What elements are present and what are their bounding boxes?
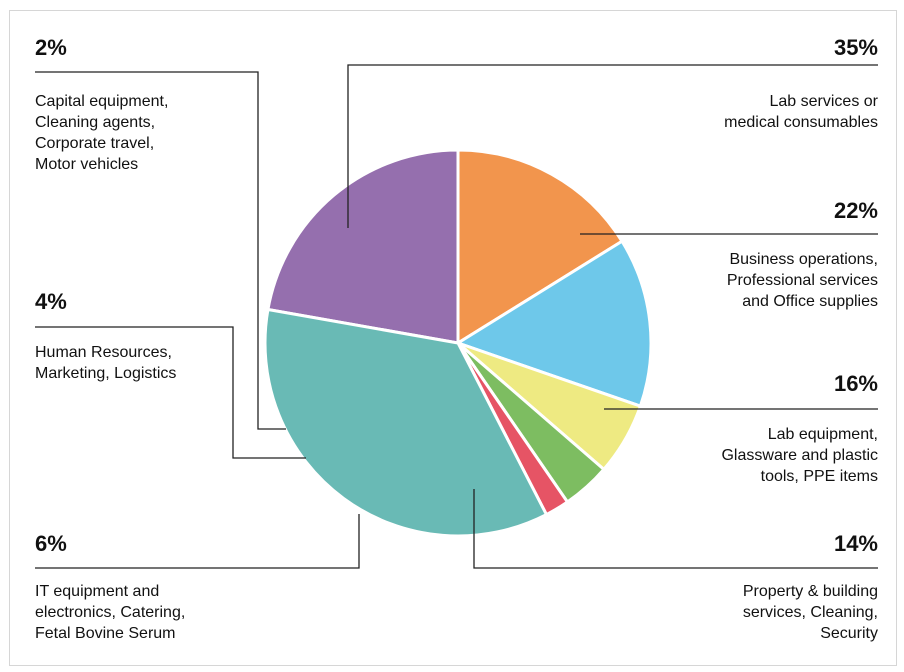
category-label-capital-line1: Capital equipment, <box>35 93 168 110</box>
pie-slice-property <box>456 239 653 408</box>
label-group-it: 6% IT equipment and electronics, Caterin… <box>35 531 185 642</box>
pie-slice-lab <box>263 307 548 538</box>
label-group-biz: 22% Business operations, Professional se… <box>727 198 878 310</box>
percent-label-lab: 35% <box>834 35 878 60</box>
category-label-it-line1: IT equipment and <box>35 583 159 600</box>
label-group-capital: 2% Capital equipment, Cleaning agents, C… <box>35 35 168 173</box>
label-group-equip: 16% Lab equipment, Glassware and plastic… <box>721 371 878 485</box>
category-label-capital-line2: Cleaning agents, <box>35 114 155 131</box>
category-label-property-line2: services, Cleaning, <box>743 604 878 621</box>
leader-line-lab <box>347 64 878 228</box>
category-label-equip-line3: tools, PPE items <box>761 468 878 485</box>
pie-slice-biz <box>266 148 460 345</box>
percent-label-hr: 4% <box>35 289 67 314</box>
label-group-lab: 35% Lab services or medical consumables <box>724 35 879 131</box>
category-label-lab-line2: medical consumables <box>724 114 878 131</box>
category-label-capital-line3: Corporate travel, <box>35 135 154 152</box>
category-label-property-line3: Security <box>820 625 878 642</box>
category-label-hr-line2: Marketing, Logistics <box>35 365 176 382</box>
category-label-equip-line1: Lab equipment, <box>768 426 878 443</box>
category-label-it-line3: Fetal Bovine Serum <box>35 625 176 642</box>
category-label-capital-line4: Motor vehicles <box>35 156 138 173</box>
percent-label-biz: 22% <box>834 198 878 223</box>
label-group-property: 14% Property & building services, Cleani… <box>743 531 878 642</box>
category-label-it-line2: electronics, Catering, <box>35 604 185 621</box>
category-label-biz-line3: and Office supplies <box>742 293 878 310</box>
leader-line-capital <box>35 71 286 430</box>
percent-label-equip: 16% <box>834 371 878 396</box>
category-label-equip-line2: Glassware and plastic <box>721 447 878 464</box>
percent-label-it: 6% <box>35 531 67 556</box>
leader-line-it <box>35 514 360 569</box>
leader-line-property <box>473 489 878 569</box>
leader-lines <box>35 64 878 569</box>
pie-slices <box>263 148 653 538</box>
pie-slice-equip <box>456 148 624 345</box>
percent-label-property: 14% <box>834 531 878 556</box>
category-label-biz-line1: Business operations, <box>729 251 878 268</box>
percent-label-capital: 2% <box>35 35 67 60</box>
category-label-lab-line1: Lab services or <box>770 93 879 110</box>
label-group-hr: 4% Human Resources, Marketing, Logistics <box>35 289 176 382</box>
leader-line-hr <box>35 326 306 459</box>
category-label-biz-line2: Professional services <box>727 272 878 289</box>
category-label-property-line1: Property & building <box>743 583 878 600</box>
category-label-hr-line1: Human Resources, <box>35 344 172 361</box>
